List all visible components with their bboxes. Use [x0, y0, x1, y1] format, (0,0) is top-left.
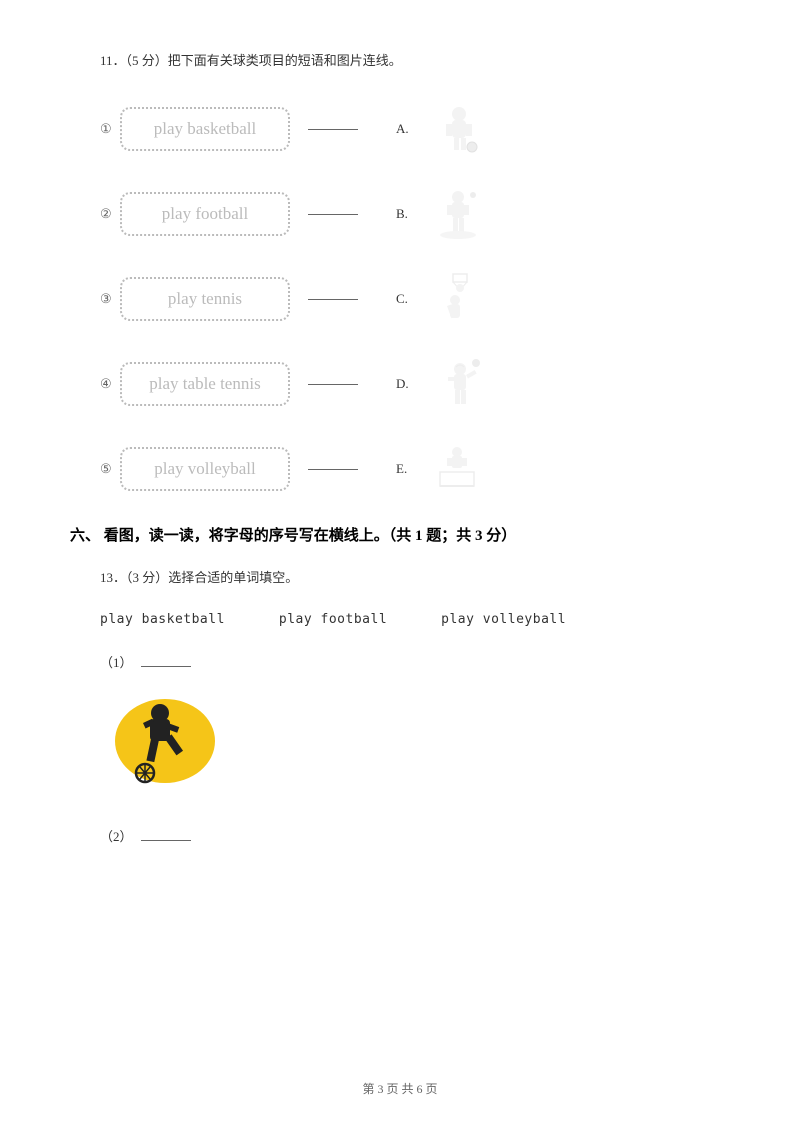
q13-sub1: （1）: [100, 652, 700, 671]
blank-4[interactable]: [308, 384, 358, 385]
num-4: ④: [100, 376, 120, 392]
blank-3[interactable]: [308, 299, 358, 300]
blank-2[interactable]: [308, 214, 358, 215]
q13-sub2: （2）: [100, 826, 700, 845]
num-3: ③: [100, 291, 120, 307]
letter-b: B.: [396, 206, 408, 222]
letter-a: A.: [396, 121, 409, 137]
q13-options: play basketball play football play volle…: [100, 608, 700, 627]
sub2-label: （2）: [100, 829, 133, 844]
match-row-5: ⑤ play volleyball E.: [100, 434, 700, 504]
question-13-title: 13．（3 分）选择合适的单词填空。: [100, 567, 700, 586]
match-row-1: ① play basketball A.: [100, 94, 700, 164]
phrase-box-2: play football: [120, 192, 290, 236]
football-player-icon: [105, 691, 225, 791]
page-footer: 第 3 页 共 6 页: [0, 1080, 800, 1097]
sport-image-c: [433, 272, 483, 327]
phrase-box-4: play table tennis: [120, 362, 290, 406]
match-row-2: ② play football B.: [100, 179, 700, 249]
num-5: ⑤: [100, 461, 120, 477]
sub1-label: （1）: [100, 655, 133, 670]
blank-5[interactable]: [308, 469, 358, 470]
question-11-title: 11．（5 分）把下面有关球类项目的短语和图片连线。: [100, 50, 700, 69]
match-row-3: ③ play tennis C.: [100, 264, 700, 334]
sport-image-b: [433, 187, 483, 242]
sport-image-e: [432, 442, 482, 497]
section-6-header: 六、 看图，读一读，将字母的序号写在横线上。（共 1 题；共 3 分）: [70, 524, 700, 545]
sport-image-a: [434, 102, 484, 157]
phrase-box-1: play basketball: [120, 107, 290, 151]
num-1: ①: [100, 121, 120, 137]
phrase-box-3: play tennis: [120, 277, 290, 321]
letter-c: C.: [396, 291, 408, 307]
match-row-4: ④ play table tennis D.: [100, 349, 700, 419]
blank-q13-1[interactable]: [141, 666, 191, 667]
letter-e: E.: [396, 461, 407, 477]
num-2: ②: [100, 206, 120, 222]
letter-d: D.: [396, 376, 409, 392]
sport-image-d: [434, 357, 484, 412]
blank-1[interactable]: [308, 129, 358, 130]
blank-q13-2[interactable]: [141, 840, 191, 841]
phrase-box-5: play volleyball: [120, 447, 290, 491]
